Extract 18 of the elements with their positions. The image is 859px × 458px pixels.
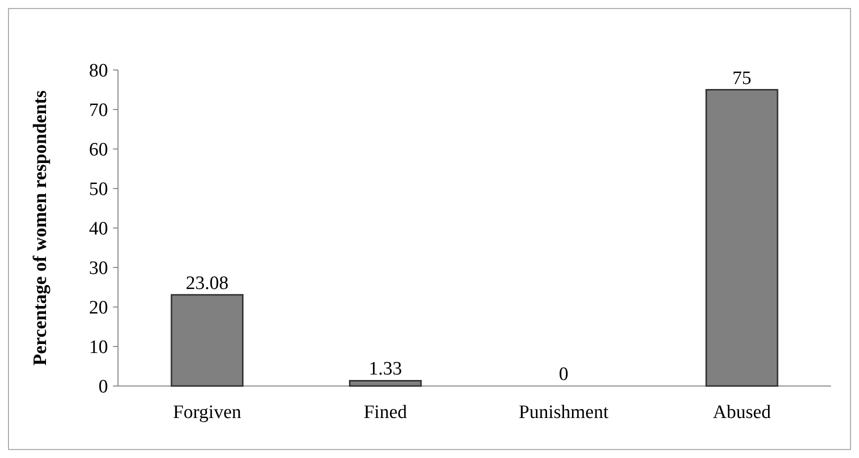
y-tick-label: 10 [89, 337, 108, 358]
x-tick-label: Forgiven [172, 402, 242, 423]
data-label: 0 [558, 364, 568, 385]
y-tick-label: 60 [89, 140, 108, 161]
y-tick-label: 40 [89, 218, 108, 240]
y-tick-label: 70 [89, 100, 108, 122]
data-label: 75 [732, 68, 752, 89]
y-tick-label: 50 [89, 179, 108, 200]
x-tick-label: Punishment [518, 402, 610, 423]
y-tick-label: 80 [89, 60, 108, 82]
x-tick-label: Fined [364, 402, 408, 423]
data-label: 1.33 [368, 358, 402, 380]
x-tick-label: Abused [712, 402, 772, 423]
y-axis-title: Percentage of women respondents [30, 90, 51, 366]
y-tick-label: 0 [98, 376, 108, 398]
y-tick-label: 30 [89, 258, 108, 280]
y-tick-label: 20 [89, 298, 108, 319]
data-label: 23.08 [186, 272, 228, 294]
